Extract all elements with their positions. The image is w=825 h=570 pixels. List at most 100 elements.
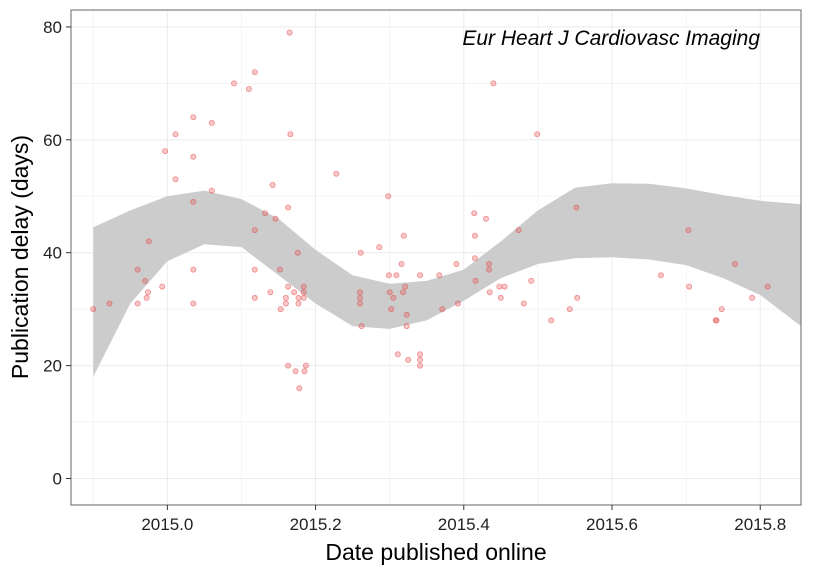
data-point <box>262 210 269 217</box>
x-tick-label: 2015.4 <box>438 515 490 534</box>
data-point <box>134 266 141 273</box>
data-point <box>471 232 478 239</box>
data-points <box>90 29 771 392</box>
data-point <box>287 131 294 138</box>
data-point <box>172 131 179 138</box>
data-point <box>296 385 303 392</box>
data-point <box>520 300 527 307</box>
data-point <box>282 294 289 301</box>
x-tick-label: 2015.2 <box>290 515 342 534</box>
data-point <box>472 277 479 284</box>
data-point <box>162 148 169 155</box>
y-tick-label: 80 <box>43 18 62 37</box>
data-point <box>245 86 252 93</box>
data-point <box>417 362 424 369</box>
data-point <box>190 300 197 307</box>
data-point <box>573 204 580 211</box>
data-point <box>300 283 307 290</box>
data-point <box>272 215 279 222</box>
x-tick-label: 2015.6 <box>586 515 638 534</box>
data-point <box>399 289 406 296</box>
data-point <box>566 306 573 313</box>
data-point <box>301 368 308 375</box>
y-axis-title: Publication delay (days) <box>7 135 33 379</box>
data-point <box>172 176 179 183</box>
data-point <box>282 300 289 307</box>
data-point <box>208 119 215 126</box>
data-point <box>376 244 383 251</box>
data-point <box>400 232 407 239</box>
data-point <box>276 266 283 273</box>
data-point <box>251 266 258 273</box>
data-point <box>251 294 258 301</box>
data-point <box>515 227 522 234</box>
data-point <box>685 227 692 234</box>
data-point <box>718 306 725 313</box>
data-point <box>388 306 395 313</box>
data-point <box>230 80 237 87</box>
data-point <box>90 306 97 313</box>
data-point <box>749 294 756 301</box>
data-point <box>300 289 307 296</box>
data-point <box>208 187 215 194</box>
data-point <box>285 283 292 290</box>
data-point <box>439 306 446 313</box>
data-point <box>190 198 197 205</box>
data-point <box>657 272 664 279</box>
data-point <box>732 260 739 267</box>
data-point <box>142 277 149 284</box>
data-point <box>390 294 397 301</box>
data-point <box>356 289 363 296</box>
x-axis-title: Date published online <box>325 539 546 565</box>
data-point <box>501 283 508 290</box>
data-point <box>159 283 166 290</box>
data-point <box>398 260 405 267</box>
data-point <box>357 249 364 256</box>
data-point <box>333 170 340 177</box>
axis-ticks <box>66 26 761 510</box>
data-point <box>277 306 284 313</box>
data-point <box>497 294 504 301</box>
data-point <box>269 181 276 188</box>
confidence-band <box>93 183 801 377</box>
data-point <box>145 238 152 245</box>
data-point <box>713 317 720 324</box>
data-point <box>267 289 274 296</box>
data-point <box>528 277 535 284</box>
data-point <box>134 300 141 307</box>
data-point <box>302 362 309 369</box>
data-point <box>485 266 492 273</box>
data-point <box>285 204 292 211</box>
data-point <box>686 283 693 290</box>
data-point <box>485 260 492 267</box>
data-point <box>251 227 258 234</box>
data-point <box>417 351 424 358</box>
data-point <box>285 362 292 369</box>
annotation: Eur Heart J Cardiovasc Imaging <box>462 27 760 50</box>
data-point <box>356 300 363 307</box>
data-point <box>471 210 478 217</box>
data-point <box>190 114 197 121</box>
data-point <box>358 323 365 330</box>
data-point <box>385 272 392 279</box>
plot-border <box>70 9 802 506</box>
data-point <box>436 272 443 279</box>
data-point <box>486 289 493 296</box>
data-point <box>764 283 771 290</box>
x-tick-label: 2015.0 <box>141 515 193 534</box>
y-tick-label: 60 <box>43 131 62 150</box>
data-point <box>417 356 424 363</box>
data-point <box>386 289 393 296</box>
y-tick-label: 40 <box>43 244 62 263</box>
data-point <box>251 69 258 76</box>
data-point <box>482 215 489 222</box>
x-tick-labels: 2015.0 2015.2 2015.4 2015.6 2015.8 <box>141 515 786 534</box>
data-point <box>295 300 302 307</box>
data-point <box>143 294 150 301</box>
y-tick-label: 0 <box>53 469 62 488</box>
data-point <box>292 368 299 375</box>
data-point <box>300 294 307 301</box>
data-point <box>286 29 293 36</box>
data-point <box>190 153 197 160</box>
